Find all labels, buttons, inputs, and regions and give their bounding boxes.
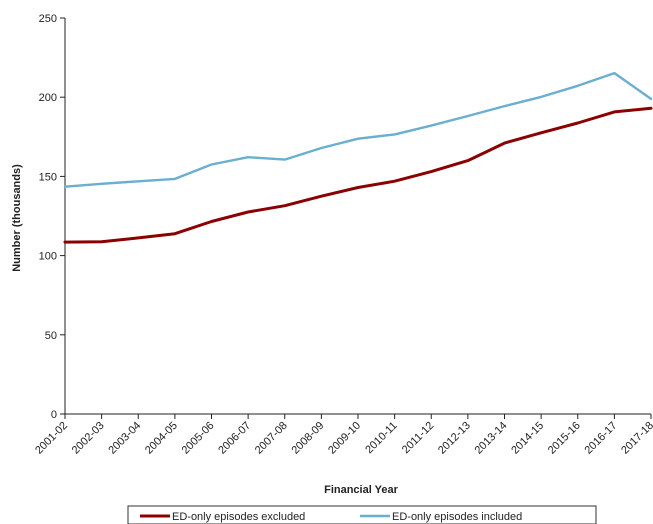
x-tick-label: 2010-11 [363,420,399,456]
x-tick-label: 2015-16 [546,420,583,457]
x-tick-label: 2004-05 [143,420,180,457]
x-tick-label: 2014-15 [509,420,546,457]
x-tick-label: 2008-09 [289,420,326,457]
x-tick-label: 2007-08 [253,420,290,457]
series-line-1 [63,106,653,244]
x-axis-title: Financial Year [324,484,399,496]
x-tick-label: 2009-10 [326,420,363,457]
y-tick-label: 250 [39,13,57,25]
y-tick-label: 100 [39,251,57,263]
x-tick-label: 2017-18 [619,420,653,457]
series-lines [63,71,653,244]
y-tick-label: 150 [39,171,57,183]
legend-label: ED-only episodes excluded [172,511,305,523]
y-axis: 0 50 100 150 200 250 [39,13,66,421]
legend: ED-only episodes excluded ED-only episode… [127,505,597,524]
x-tick-label: 2002-03 [70,420,107,457]
x-tick-label: 2005-06 [180,420,217,457]
x-tick-label: 2016-17 [582,420,619,457]
y-tick-label: 50 [45,330,57,342]
series-line-2 [63,71,653,188]
y-tick-label: 0 [51,409,57,421]
x-tick-label: 2006-07 [216,420,253,457]
x-tick-label: 2011-12 [400,420,436,456]
y-axis-title: Number (thousands) [11,164,23,272]
y-tick-label: 200 [39,92,57,104]
legend-label: ED-only episodes included [392,511,522,523]
x-tick-label: 2001-02 [33,420,70,457]
x-axis: 2001-02 2002-03 2003-04 2004-05 2005-06 2006-… [33,413,653,457]
x-tick-label: 2013-14 [473,420,510,457]
x-tick-label: 2012-13 [436,420,473,457]
x-tick-label: 2003-04 [106,420,143,457]
